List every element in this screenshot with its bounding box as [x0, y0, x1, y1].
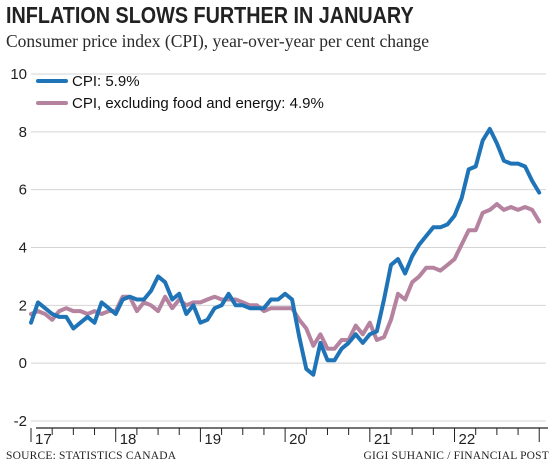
- x-tick-label: 21: [374, 431, 391, 448]
- chart-subtitle: Consumer price index (CPI), year-over-ye…: [6, 31, 429, 51]
- y-axis: -2 0 2 4 6 8 10: [10, 66, 27, 430]
- line-chart: -2 0 2 4 6 8 10 17 18 19 20 21 22 CPI: 5.9% CPI, exc…: [10, 66, 548, 448]
- y-tick-label: 6: [19, 182, 27, 199]
- y-tick-label: 4: [19, 240, 27, 257]
- series-lines: [29, 126, 542, 377]
- y-tick-label: 10: [10, 66, 27, 83]
- series-line-core: [29, 202, 542, 351]
- x-tick-label: 19: [204, 431, 221, 448]
- y-tick-label: -2: [14, 413, 27, 430]
- y-tick-label: 8: [19, 124, 27, 141]
- legend-label-core: CPI, excluding food and energy: 4.9%: [72, 95, 324, 112]
- series-line-cpi: [29, 126, 542, 377]
- legend: CPI: 5.9% CPI, excluding food and energy:…: [36, 73, 324, 112]
- y-tick-label: 0: [19, 355, 27, 372]
- chart-title: INFLATION SLOWS FURTHER IN JANUARY: [6, 2, 414, 28]
- source-note: SOURCE: STATISTICS CANADA: [6, 450, 177, 462]
- x-axis: 17 18 19 20 21 22: [30, 427, 548, 448]
- x-tick-label: 20: [289, 431, 306, 448]
- x-tick-label: 18: [120, 431, 137, 448]
- x-tick-label: 22: [459, 431, 476, 448]
- x-tick-label: 17: [35, 431, 52, 448]
- legend-label-cpi: CPI: 5.9%: [72, 73, 140, 90]
- credit-note: GIGI SUHANIC / FINANCIAL POST: [363, 450, 549, 462]
- y-tick-label: 2: [19, 297, 27, 314]
- gridlines: [31, 73, 546, 422]
